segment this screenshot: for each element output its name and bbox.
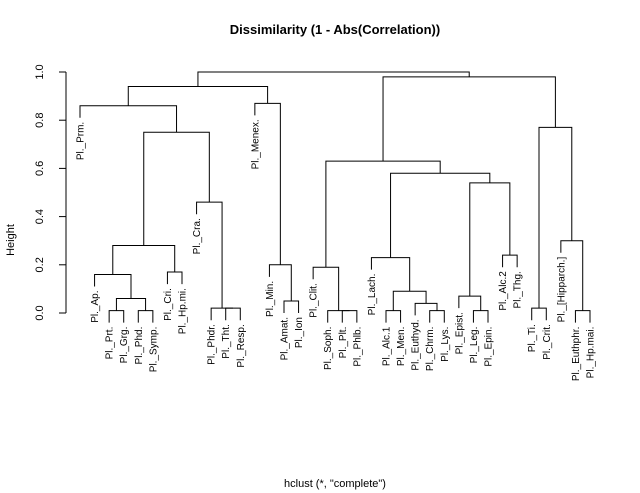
- leaf-label: Pl._Amat.: [280, 317, 291, 360]
- branch-merge: [325, 160, 441, 268]
- leaf-label: Pl._Crit.: [542, 324, 553, 360]
- branch-merge: [137, 310, 154, 323]
- y-axis-label: Height: [5, 224, 17, 256]
- branch-merge: [197, 71, 470, 87]
- leaf-label: Pl._Phd.: [134, 327, 145, 365]
- leaf-label: Pl._Epist.: [454, 312, 465, 354]
- leaf-label: Pl._Clit.: [309, 283, 320, 317]
- y-tick-label: 0.6: [34, 161, 46, 176]
- leaf-label: Pl._Thg.: [513, 271, 524, 308]
- leaf-label: Pl._Lach.: [367, 274, 378, 316]
- branch-merge: [472, 310, 489, 323]
- leaf-label: Pl._Epin.: [484, 327, 495, 367]
- leaf-label: Pl._Grg.: [119, 327, 130, 364]
- branch-merge: [283, 300, 300, 313]
- branch-merge: [79, 105, 178, 133]
- leaf-label: Pl._Resp.: [236, 324, 247, 367]
- branch-merge: [166, 271, 183, 285]
- branch-merge: [112, 245, 176, 275]
- leaf-label: Pl._Alc.1: [382, 326, 393, 366]
- branch-merge: [531, 307, 547, 321]
- y-tick-label: 0.2: [34, 257, 46, 272]
- leaf-label: Pl._Ti.: [527, 324, 538, 352]
- leaf-label: Pl._Symp.: [148, 327, 159, 373]
- branch-merge: [382, 76, 556, 162]
- leaf-label: Pl._Plt.: [338, 327, 349, 359]
- branch-merge: [392, 290, 427, 311]
- leaf-label: Pl._Prt.: [105, 327, 116, 360]
- branch-merge: [414, 302, 438, 316]
- leaf-label: Pl._Phdr.: [207, 324, 218, 365]
- branch-merge: [390, 172, 491, 258]
- branch-merge: [108, 310, 125, 323]
- leaf-label: Pl._Euthyd.: [411, 319, 422, 370]
- branch-merge: [429, 310, 445, 323]
- leaf-label: Pl._Chrm.: [425, 327, 436, 371]
- leaf-label: Pl._Phlb.: [352, 327, 363, 367]
- x-axis-label: hclust (*, "complete"): [284, 478, 386, 490]
- branch-merge: [341, 310, 358, 323]
- branch-merge: [385, 310, 402, 323]
- y-axis: 0.0 0.2 0.4 0.6 0.8 1.0: [34, 64, 67, 321]
- branch-merge: [327, 310, 350, 323]
- dendrogram-branches: [79, 71, 591, 323]
- branch-merge: [458, 295, 482, 311]
- branch-merge: [115, 298, 147, 311]
- y-tick-label: 0.4: [34, 209, 46, 224]
- leaf-label: Pl._Cra.: [192, 218, 203, 254]
- leaf-label: Pl._Ap.: [90, 290, 101, 322]
- branch-merge: [127, 85, 269, 106]
- leaf-label: Pl._Euthphr.: [571, 327, 582, 381]
- leaf-label: Pl._Cri.: [163, 288, 174, 321]
- branch-merge: [574, 310, 591, 323]
- leaf-label: Pl._Min.: [265, 281, 276, 317]
- leaf-label: Pl._Prm.: [76, 122, 87, 160]
- leaf-label: Pl._Ion: [294, 317, 305, 348]
- leaf-label: Pl._Hp.mai.: [586, 327, 597, 379]
- leaf-label: Pl._Tht.: [221, 324, 232, 358]
- leaf-label: Pl._Hp.mi.: [178, 288, 189, 334]
- branch-merge: [225, 307, 241, 321]
- y-tick-label: 0.8: [34, 113, 46, 128]
- leaf-label: Pl._Leg.: [469, 327, 480, 364]
- y-tick-label: 1.0: [34, 64, 46, 79]
- leaf-labels: Pl._Prm.Pl._Ap.Pl._Prt. Pl._Grg. Pl._Phd. P…: [76, 119, 597, 381]
- leaf-label: Pl._Lys.: [440, 327, 451, 362]
- leaf-label: Pl._Alc.2: [498, 271, 509, 311]
- leaf-label: Pl._Soph.: [323, 327, 334, 370]
- branch-merge: [210, 307, 233, 321]
- y-tick-label: 0.0: [34, 305, 46, 320]
- leaf-label: Pl._Men.: [396, 327, 407, 366]
- chart-title: Dissimilarity (1 - Abs(Correlation)): [230, 22, 440, 37]
- leaf-label: Pl._[Hipparch.]: [556, 257, 567, 323]
- leaf-label: Pl._Menex.: [250, 119, 261, 169]
- branch-merge: [502, 254, 518, 268]
